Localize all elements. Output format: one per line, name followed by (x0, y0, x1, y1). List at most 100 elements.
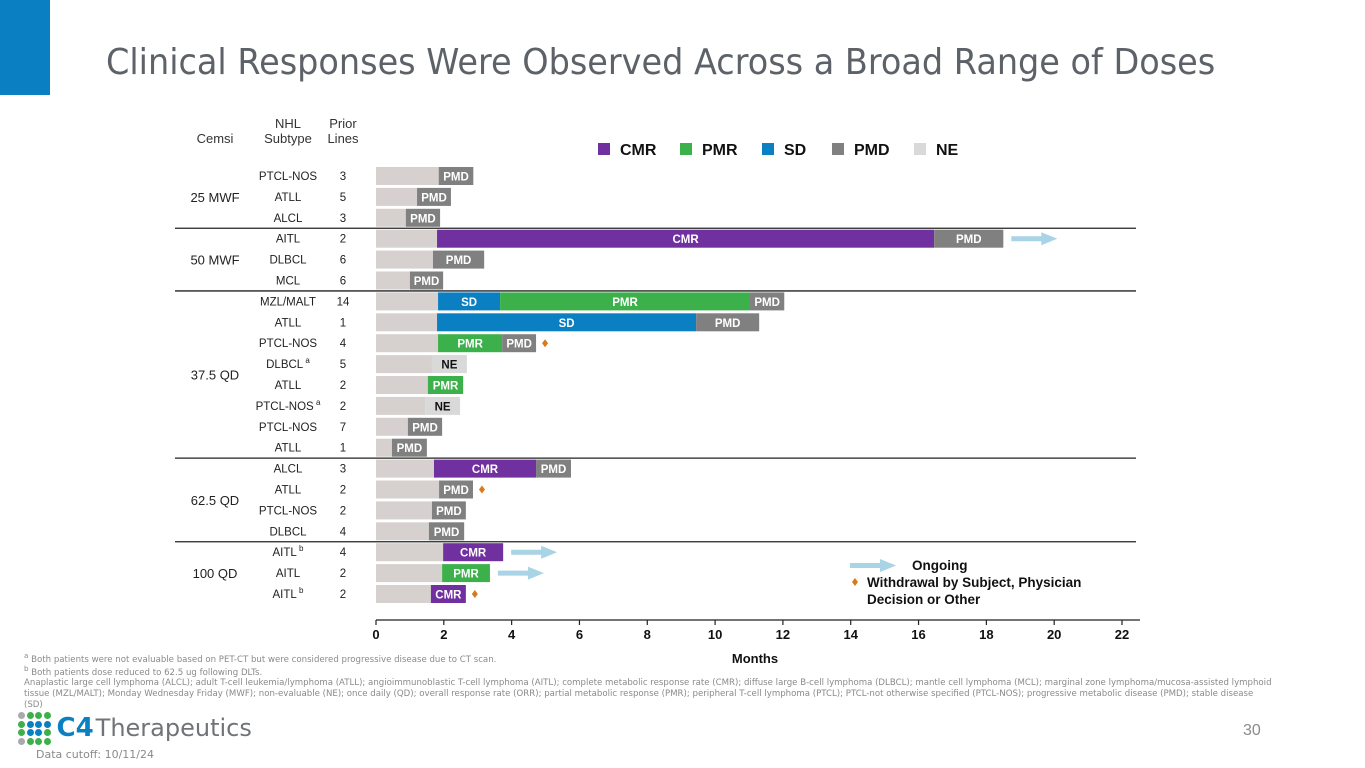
row-subtype: ALCL (274, 464, 303, 476)
bar-lead-in (376, 564, 443, 583)
withdrawal-diamond-icon (471, 590, 478, 598)
bar-label-pmd: PMD (443, 485, 469, 497)
bar-segment-pmd (417, 187, 451, 206)
row-subtype: MZL/MALT (260, 296, 316, 308)
row-prior-lines: 1 (340, 317, 346, 329)
row-subtype: ATLL (275, 380, 302, 392)
bar-lead-in (376, 522, 429, 541)
bar-segment-pmd (696, 313, 760, 332)
bar-segment-cmr (430, 585, 466, 603)
header-prior-lines: Lines (327, 131, 359, 146)
legend-swatch-ne (914, 143, 926, 155)
bar-label-pmr: PMR (612, 297, 638, 309)
bar-segment-sd (438, 292, 501, 311)
bar-lead-in (376, 543, 444, 562)
bar-label-pmd: PMD (414, 276, 440, 288)
bar-lead-in (376, 459, 434, 478)
legend-label-sd: SD (784, 142, 806, 159)
dose-group-label: 37.5 QD (191, 368, 239, 383)
bar-label-pmd: PMD (443, 172, 469, 184)
withdrawal-diamond-icon (478, 485, 485, 494)
row-prior-lines: 4 (340, 547, 347, 559)
bar-label-pmd: PMD (506, 339, 532, 351)
logo-name: Therapeutics (95, 714, 252, 743)
header-subtype: Subtype (264, 131, 312, 146)
bar-label-sd: SD (461, 297, 477, 309)
row-prior-lines: 3 (340, 171, 346, 183)
x-tick-label: 6 (576, 627, 583, 642)
bar-label-pmd: PMD (446, 255, 472, 267)
row-prior-lines: 7 (340, 422, 346, 434)
bar-segment-pmd (750, 292, 785, 311)
bar-segment-pmd (407, 417, 443, 436)
dose-group-label: 62.5 QD (191, 493, 239, 508)
bar-lead-in (376, 187, 418, 206)
footnote-mark: b (24, 664, 29, 673)
bar-label-pmr: PMR (433, 381, 459, 393)
bar-lead-in (376, 208, 406, 227)
row-prior-lines: 2 (340, 401, 346, 413)
footnote-a: a Both patients were not evaluable based… (24, 651, 496, 665)
legend-withdrawal-label: Decision or Other (867, 592, 981, 607)
legend-ongoing-arrow-icon (850, 559, 896, 572)
bar-label-pmr: PMR (453, 569, 479, 581)
bar-label-cmr: CMR (435, 590, 462, 602)
x-tick-label: 14 (843, 627, 858, 642)
row-prior-lines: 1 (340, 443, 346, 455)
bar-segment-ne (431, 355, 467, 374)
row-subtype: ATLL (275, 485, 302, 497)
page-title: Clinical Responses Were Observed Across … (106, 42, 1216, 83)
bar-label-pmd: PMD (421, 192, 447, 204)
x-tick-label: 2 (440, 627, 447, 642)
logo-dots-icon (18, 712, 51, 745)
ongoing-arrow-icon (497, 566, 544, 580)
x-tick-label: 22 (1115, 627, 1129, 642)
data-cutoff: Data cutoff: 10/11/24 (36, 748, 155, 761)
bar-segment-pmd (431, 501, 466, 520)
row-subtype: PTCL-NOS (259, 505, 317, 517)
row-prior-lines: 5 (340, 192, 346, 204)
bar-segment-cmr (433, 459, 537, 478)
x-tick-label: 20 (1047, 627, 1061, 642)
bar-lead-in (376, 585, 431, 603)
withdrawal-diamond-icon (542, 339, 549, 348)
bar-segment-ne (425, 396, 461, 415)
bar-label-pmd: PMD (956, 234, 982, 246)
bar-segment-pmr (438, 334, 503, 353)
bar-label-cmr: CMR (472, 464, 499, 476)
bar-label-ne: NE (441, 360, 457, 372)
bar-lead-in (376, 229, 438, 248)
row-prior-lines: 2 (340, 380, 346, 392)
bar-segment-cmr (437, 229, 935, 248)
page-number: 30 (1243, 722, 1261, 739)
row-subtype: AITL b (273, 586, 305, 601)
company-logo: C4 Therapeutics (18, 712, 252, 745)
legend-swatch-sd (762, 143, 774, 155)
bar-lead-in (376, 396, 426, 415)
bar-segment-pmd (428, 522, 465, 541)
row-subtype: AITL b (273, 544, 305, 559)
legend-label-cmr: CMR (620, 142, 657, 159)
bar-lead-in (376, 480, 440, 499)
row-subtype: DLBCL a (266, 356, 310, 371)
bar-lead-in (376, 376, 428, 394)
header-subtype: NHL (275, 116, 301, 131)
x-tick-label: 8 (644, 627, 651, 642)
header-dose: Cemsi (197, 131, 234, 146)
header-prior-lines: Prior (329, 116, 357, 131)
legend-ongoing-label: Ongoing (912, 558, 967, 573)
bar-lead-in (376, 355, 432, 374)
bar-segment-pmd (439, 480, 473, 499)
row-subtype: PTCL-NOS (259, 422, 317, 434)
bar-label-pmd: PMD (541, 464, 567, 476)
row-prior-lines: 14 (337, 296, 350, 308)
bar-lead-in (376, 438, 392, 457)
row-subtype: DLBCL (269, 255, 307, 267)
row-subtype: ATLL (275, 317, 302, 329)
row-subtype: AITL (276, 568, 301, 580)
bar-segment-pmd (409, 271, 444, 290)
bar-label-pmd: PMD (397, 443, 423, 455)
bar-segment-pmr (427, 376, 464, 394)
ongoing-arrow-icon (511, 545, 558, 559)
